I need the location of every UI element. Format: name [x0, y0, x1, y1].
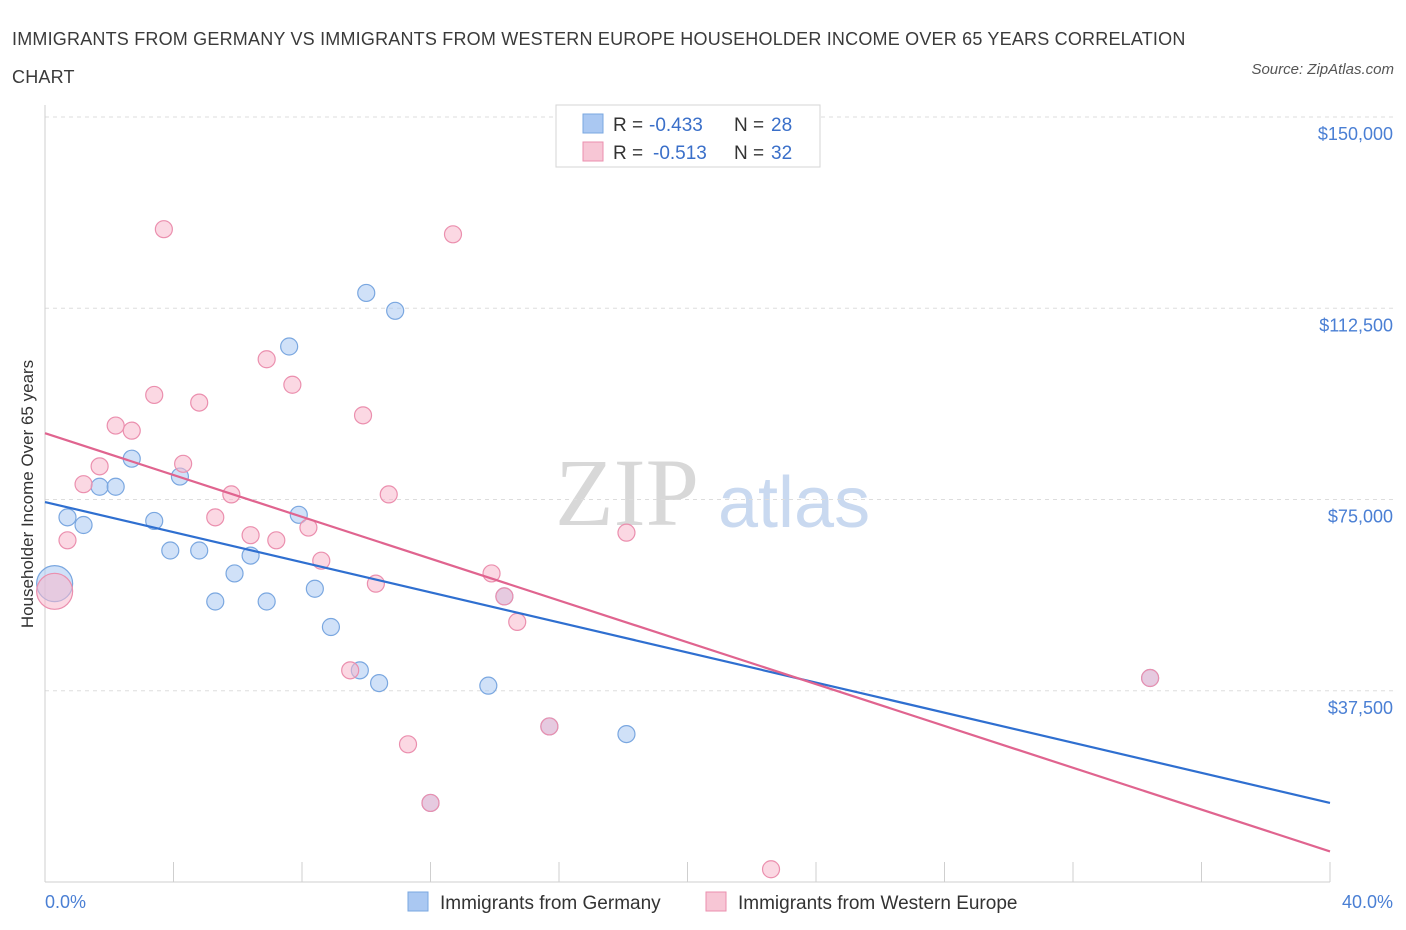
germany-point	[305, 579, 324, 598]
series-legend-label-western-europe: Immigrants from Western Europe	[738, 893, 1017, 914]
series-legend-label-germany: Immigrants from Germany	[440, 893, 661, 914]
germany-point	[321, 617, 341, 637]
western-europe-point	[353, 406, 373, 425]
western-europe-point	[154, 220, 173, 239]
western-europe-point	[241, 526, 260, 545]
western-europe-point	[1140, 668, 1160, 688]
series-legend-swatch-germany	[407, 891, 429, 912]
legend-n-label-germany: N =	[734, 115, 764, 136]
chart-title: IMMIGRANTS FROM GERMANY VS IMMIGRANTS FR…	[12, 29, 1186, 87]
series-legend-swatch-western-europe	[705, 891, 727, 912]
western-europe-point	[540, 717, 559, 736]
germany-point	[280, 337, 299, 356]
western-europe-point	[190, 393, 209, 412]
series-legend: Immigrants from Germany Immigrants from …	[407, 891, 1017, 914]
western-europe-point	[36, 572, 74, 610]
germany-point	[161, 541, 180, 560]
watermark-atlas: atlas	[718, 463, 870, 543]
germany-point	[386, 301, 405, 320]
western-europe-point	[257, 350, 276, 369]
western-europe-point	[58, 531, 77, 550]
germany-point	[58, 508, 77, 527]
gridlines	[45, 116, 1393, 692]
y-tick-label: $75,000	[1328, 507, 1393, 527]
western-europe-point	[495, 587, 514, 606]
germany-point	[225, 564, 244, 583]
y-tick-label: $150,000	[1318, 124, 1393, 144]
western-europe-point	[267, 531, 286, 550]
western-europe-trend-line	[44, 432, 1331, 853]
western-europe-point	[398, 735, 418, 754]
western-europe-point	[206, 508, 225, 527]
germany-point	[106, 477, 125, 496]
western-europe-point	[90, 457, 109, 476]
germany-point	[206, 592, 225, 611]
legend-r-value-germany: -0.433	[649, 115, 703, 136]
western-europe-point	[106, 416, 125, 435]
correlation-legend: R = -0.433 N = 28 R = -0.513 N = 32	[555, 104, 821, 168]
western-europe-point	[174, 454, 193, 473]
germany-point	[479, 676, 498, 695]
legend-r-label-western-europe: R =	[613, 143, 643, 164]
germany-point	[90, 477, 109, 496]
germany-point	[617, 724, 636, 744]
trend-lines	[44, 432, 1331, 853]
western-europe-point	[379, 485, 398, 504]
legend-r-value-western-europe: -0.513	[653, 143, 707, 164]
germany-point	[74, 515, 93, 535]
legend-r-label-germany: R =	[613, 115, 643, 136]
legend-n-label-western-europe: N =	[734, 143, 764, 164]
x-tick-label-max: 40.0%	[1342, 892, 1393, 912]
legend-n-value-western-europe: 32	[771, 143, 792, 164]
y-axis-title: Householder Income Over 65 years	[18, 360, 37, 628]
x-tick-label-min: 0.0%	[45, 892, 86, 912]
western-europe-point	[145, 385, 164, 405]
western-europe-point	[443, 225, 463, 244]
germany-point	[357, 283, 376, 303]
legend-swatch-germany	[582, 113, 604, 134]
germany-point	[190, 541, 209, 560]
germany-trend-line	[44, 500, 1331, 805]
data-points	[36, 220, 1160, 879]
y-tick-labels: $37,500 $75,000 $112,500 $150,000	[1318, 124, 1393, 718]
western-europe-point	[761, 860, 781, 879]
western-europe-point	[508, 612, 527, 632]
western-europe-point	[283, 375, 302, 394]
y-tick-label: $37,500	[1328, 698, 1393, 718]
germany-point	[370, 673, 389, 693]
germany-point	[145, 511, 164, 531]
western-europe-point	[122, 421, 141, 440]
x-axis-ticks	[173, 862, 1331, 882]
western-europe-point	[421, 793, 440, 813]
germany-point	[257, 592, 276, 611]
legend-swatch-western-europe	[582, 141, 604, 162]
western-europe-point	[74, 475, 93, 494]
legend-n-value-germany: 28	[771, 115, 792, 136]
western-europe-point	[617, 523, 636, 542]
y-tick-label: $112,500	[1319, 315, 1393, 335]
source-label: Source: ZipAtlas.com	[1251, 61, 1394, 78]
western-europe-point	[341, 661, 360, 680]
